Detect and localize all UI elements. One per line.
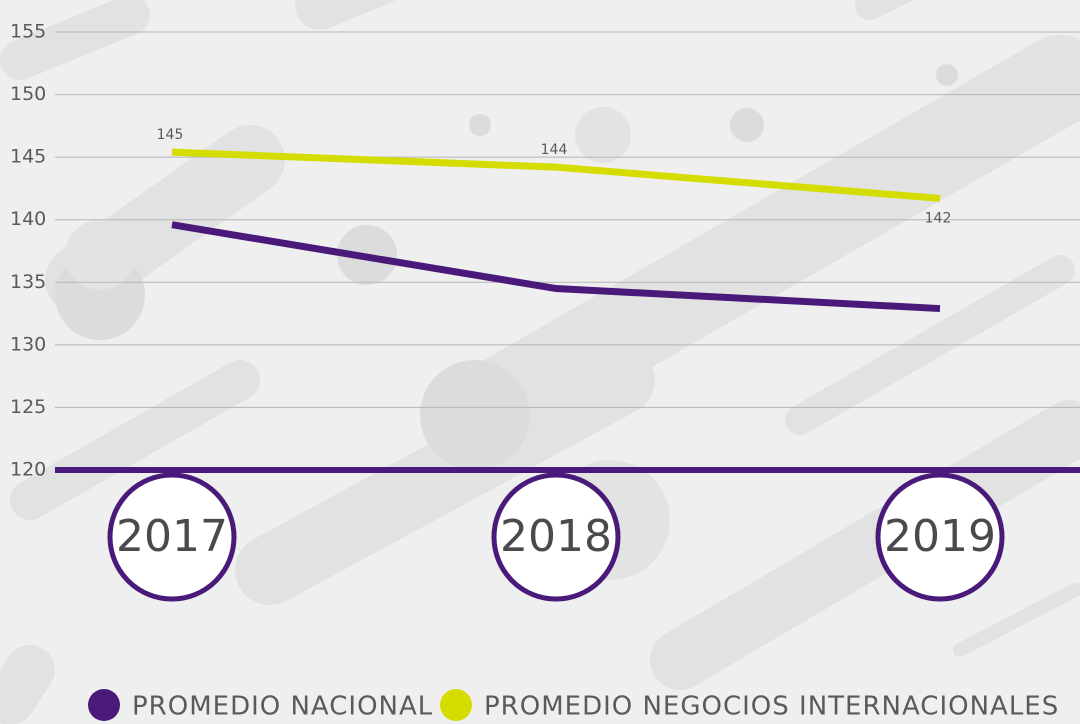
y-tick-label: 130: [10, 333, 46, 355]
data-label: 144: [541, 142, 568, 158]
chart: 120 125 130 135 140 145 150 155 2017 2018 2019 145 1…: [0, 0, 1080, 724]
y-tick-label: 125: [10, 396, 46, 418]
legend-swatch: [440, 689, 472, 721]
y-tick-label: 140: [10, 208, 46, 230]
data-label: 142: [925, 210, 952, 226]
x-tick-label: 2017: [116, 511, 228, 562]
y-tick-label: 155: [10, 21, 46, 43]
x-tick-label: 2018: [500, 511, 612, 562]
y-tick-label: 150: [10, 83, 46, 105]
y-tick-label: 145: [10, 146, 46, 168]
y-tick-label: 135: [10, 271, 46, 293]
y-tick-label: 120: [10, 459, 46, 481]
legend-label: PROMEDIO NACIONAL: [132, 692, 433, 722]
legend: PROMEDIO NACIONAL PROMEDIO NEGOCIOS INTE…: [88, 689, 1059, 722]
legend-label: PROMEDIO NEGOCIOS INTERNACIONALES: [484, 692, 1059, 722]
x-tick-label: 2019: [884, 511, 996, 562]
legend-swatch: [88, 689, 120, 721]
plot: 120 125 130 135 140 145 150 155 2017 2018 2019 145 1…: [10, 21, 1080, 600]
data-label: 145: [157, 127, 184, 143]
